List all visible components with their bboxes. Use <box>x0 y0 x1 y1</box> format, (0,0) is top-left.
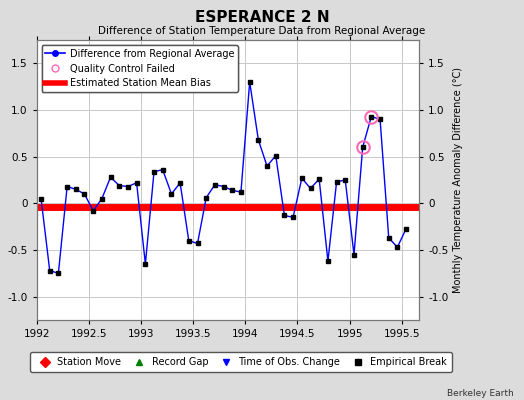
Text: ESPERANCE 2 N: ESPERANCE 2 N <box>195 10 329 25</box>
Text: Difference of Station Temperature Data from Regional Average: Difference of Station Temperature Data f… <box>99 26 425 36</box>
Y-axis label: Monthly Temperature Anomaly Difference (°C): Monthly Temperature Anomaly Difference (… <box>453 67 463 293</box>
Legend: Difference from Regional Average, Quality Control Failed, Estimated Station Mean: Difference from Regional Average, Qualit… <box>41 45 238 92</box>
Text: Berkeley Earth: Berkeley Earth <box>447 389 514 398</box>
Legend: Station Move, Record Gap, Time of Obs. Change, Empirical Break: Station Move, Record Gap, Time of Obs. C… <box>30 352 452 372</box>
